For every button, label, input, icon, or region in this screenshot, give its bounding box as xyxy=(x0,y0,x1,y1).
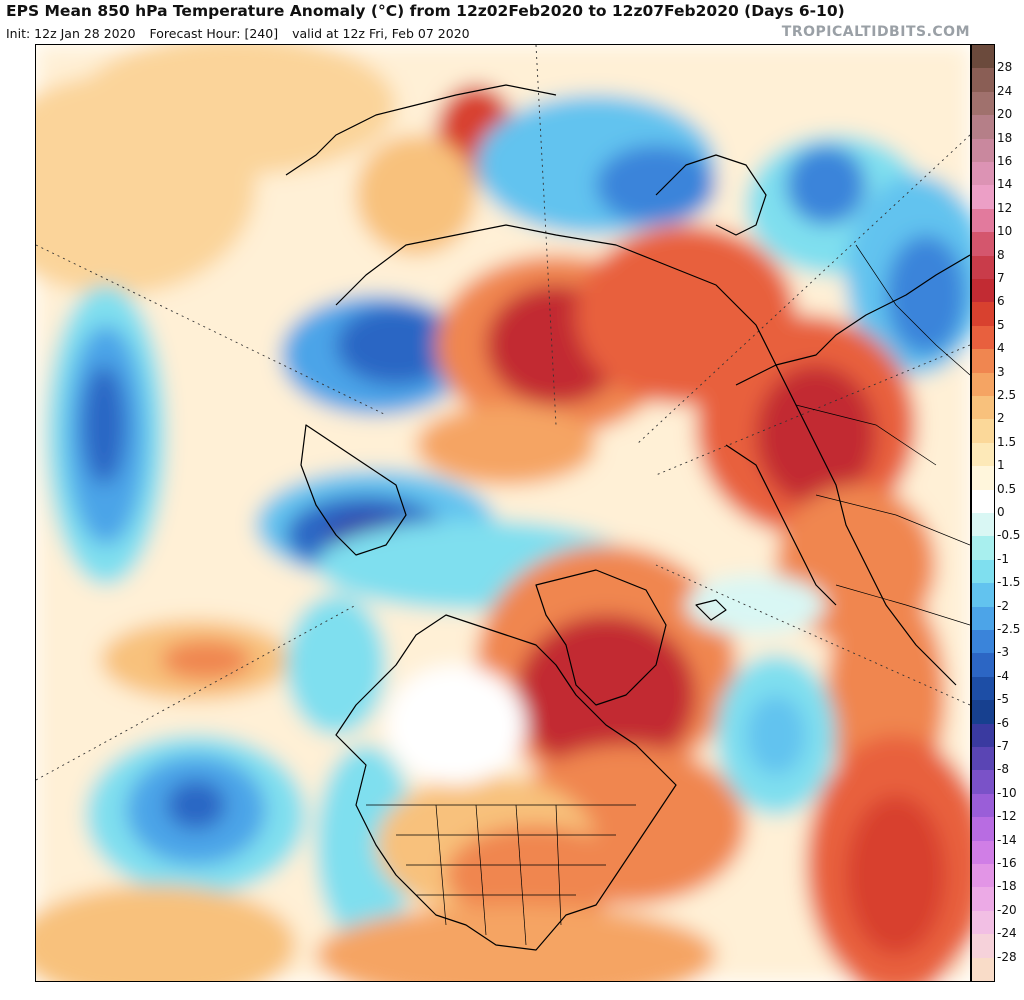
colorbar-swatch xyxy=(972,770,994,795)
political-borders xyxy=(366,244,970,946)
colorbar-label: 3 xyxy=(997,364,1005,379)
colorbar-swatch xyxy=(972,185,994,210)
colorbar-label: -20 xyxy=(997,902,1017,917)
colorbar-label: -16 xyxy=(997,856,1017,870)
init-time: Init: 12z Jan 28 2020 xyxy=(6,26,136,41)
colorbar-swatch xyxy=(972,723,994,748)
colorbar-label: -4 xyxy=(997,668,1009,683)
colorbar-swatch xyxy=(972,817,994,842)
colorbar-swatch xyxy=(972,934,994,959)
map-title: EPS Mean 850 hPa Temperature Anomaly (°C… xyxy=(6,2,845,20)
map-subtitle: Init: 12z Jan 28 2020 Forecast Hour: [24… xyxy=(6,26,480,41)
colorbar-label: 4 xyxy=(997,341,1005,356)
colorbar-label: 16 xyxy=(997,154,1013,168)
colorbar-swatch xyxy=(972,910,994,935)
colorbar-label: -1 xyxy=(997,551,1009,566)
coastlines xyxy=(285,84,970,951)
colorbar-swatch xyxy=(972,793,994,818)
colorbar-label: -6 xyxy=(997,715,1009,730)
colorbar-swatch xyxy=(972,536,994,561)
colorbar-swatch xyxy=(972,747,994,771)
colorbar-label: -12 xyxy=(997,809,1017,824)
colorbar-swatch xyxy=(972,208,994,233)
map-canvas xyxy=(36,45,970,981)
colorbar-label: 7 xyxy=(997,271,1005,285)
colorbar-label: 24 xyxy=(997,83,1013,98)
anomaly-fill xyxy=(36,45,970,981)
colorbar-swatch xyxy=(972,700,994,725)
colorbar-swatch xyxy=(972,372,994,397)
anomaly-map xyxy=(35,44,971,982)
colorbar-swatch xyxy=(972,513,994,537)
colorbar-label: -7 xyxy=(997,739,1009,753)
colorbar-label: -3 xyxy=(997,645,1009,660)
colorbar-swatch xyxy=(972,419,994,444)
colorbar-label: 1.5 xyxy=(997,434,1017,449)
colorbar-label: 28 xyxy=(997,60,1013,75)
colorbar-label: 5 xyxy=(997,317,1005,332)
colorbar-swatch xyxy=(972,653,994,678)
colorbar-label: -2 xyxy=(997,598,1009,613)
colorbar-swatch xyxy=(972,489,994,514)
colorbar-swatch xyxy=(972,279,994,303)
colorbar-swatch xyxy=(972,583,994,608)
colorbar-swatch xyxy=(972,442,994,467)
colorbar-label: -18 xyxy=(997,879,1017,894)
colorbar-label: -0.5 xyxy=(997,528,1021,543)
colorbar-swatch xyxy=(972,559,994,584)
colorbar-swatch xyxy=(972,887,994,912)
colorbar-label: 12 xyxy=(997,200,1013,215)
colorbar-swatch xyxy=(972,162,994,186)
lat-lon-grid xyxy=(36,45,970,781)
colorbar-swatch xyxy=(972,957,994,982)
colorbar-label: 18 xyxy=(997,130,1013,145)
colorbar-swatch xyxy=(972,45,994,69)
colorbar-swatch xyxy=(972,606,994,631)
colorbar-swatch xyxy=(972,115,994,140)
colorbar-label: 6 xyxy=(997,294,1005,309)
colorbar-label: 10 xyxy=(997,224,1013,239)
valid-time: valid at 12z Fri, Feb 07 2020 xyxy=(292,26,470,41)
colorbar-label: 14 xyxy=(997,177,1013,192)
colorbar-label: 2.5 xyxy=(997,388,1017,402)
site-credit: TROPICALTIDBITS.COM xyxy=(781,24,970,40)
colorbar-swatch xyxy=(972,349,994,374)
colorbar-swatch xyxy=(972,840,994,865)
colorbar-label: -5 xyxy=(997,692,1009,707)
colorbar-swatch xyxy=(972,255,994,280)
colorbar-label: -14 xyxy=(997,832,1017,847)
colorbar-label: 0.5 xyxy=(997,481,1017,496)
colorbar-label: -10 xyxy=(997,785,1017,800)
colorbar-label: -8 xyxy=(997,762,1009,777)
colorbar-label: 8 xyxy=(997,247,1005,262)
colorbar-swatch xyxy=(972,138,994,163)
forecast-hour: Forecast Hour: [240] xyxy=(149,26,279,41)
colorbar-label: -1.5 xyxy=(997,575,1021,590)
colorbar-label: -28 xyxy=(997,949,1017,964)
colorbar-swatch xyxy=(972,232,994,257)
colorbar-swatch xyxy=(972,302,994,327)
colorbar-swatch xyxy=(972,68,994,93)
colorbar-label: 2 xyxy=(997,411,1005,426)
colorbar xyxy=(971,44,995,982)
colorbar-label: 1 xyxy=(997,458,1005,473)
colorbar-swatch xyxy=(972,630,994,654)
colorbar-swatch xyxy=(972,396,994,420)
colorbar-label: 0 xyxy=(997,505,1005,519)
colorbar-swatch xyxy=(972,864,994,888)
colorbar-swatch xyxy=(972,466,994,491)
colorbar-swatch xyxy=(972,91,994,116)
colorbar-label: -24 xyxy=(997,926,1017,941)
colorbar-label: -2.5 xyxy=(997,622,1021,636)
colorbar-swatch xyxy=(972,325,994,350)
colorbar-swatch xyxy=(972,676,994,701)
colorbar-label: 20 xyxy=(997,107,1013,122)
